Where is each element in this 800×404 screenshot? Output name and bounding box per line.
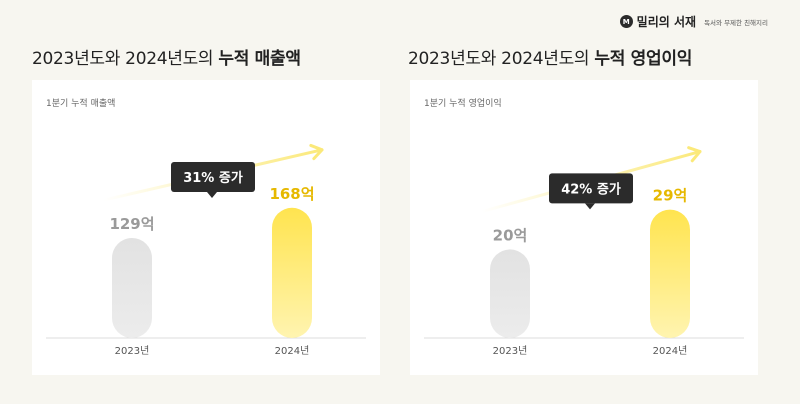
left-chart-card-label: 1분기 누적 매출액: [46, 99, 116, 109]
brand-name: 밀리의 서재: [636, 15, 697, 29]
right-chart-title-bold: 누적 영업이익: [594, 49, 693, 69]
revenue-bar-2024: [272, 207, 312, 338]
left-chart-svg: 129억 2023년 168억 2024년 31% 증가: [46, 143, 366, 357]
revenue-category-label: 2024년: [275, 345, 310, 357]
left-chart-title-bold: 누적 매출액: [218, 49, 301, 69]
profit-category-label: 2023년: [493, 345, 528, 357]
revenue-value-label: 168억: [269, 185, 314, 203]
profit-growth-arrowhead: [687, 146, 702, 163]
revenue-growth-tooltip: 31% 증가: [171, 162, 255, 199]
left-chart-title: 2023년도와 2024년도의 누적 매출액: [32, 44, 301, 69]
brand-tagline: 독서와 무제한 친해지리: [704, 18, 768, 27]
profit-bar-2023: [490, 249, 530, 338]
right-chart-svg: 20억 2023년 29억 2024년 42% 증가: [424, 146, 744, 357]
revenue-category-label: 2023년: [115, 345, 150, 357]
right-chart-card: 1분기 누적 영업이익 20억 2023년 29억 2024년 42% 증가: [410, 80, 758, 375]
profit-growth-tooltip: 42% 증가: [549, 173, 633, 210]
revenue-bar-2023: [112, 238, 152, 338]
profit-value-label: 20억: [493, 226, 528, 244]
profit-growth-annotation: 42% 증가: [561, 182, 621, 197]
profit-category-label: 2024년: [653, 345, 688, 357]
brand-mark-icon: M: [619, 15, 633, 28]
profit-bar-2024: [650, 209, 690, 338]
revenue-value-label: 129억: [109, 215, 154, 233]
revenue-growth-annotation: 31% 증가: [183, 171, 243, 186]
brand-logo[interactable]: M 밀리의 서재 독서와 무제한 친해지리: [619, 13, 768, 30]
right-chart-card-label: 1분기 누적 영업이익: [424, 99, 502, 109]
revenue-growth-arrowhead: [309, 143, 324, 161]
right-chart-title-regular: 2023년도와 2024년도의: [408, 49, 595, 69]
left-chart-card: 1분기 누적 매출액 129억 2023년 168억 2024년 31% 증가: [32, 80, 380, 375]
profit-value-label: 29억: [653, 187, 688, 205]
left-chart-title-regular: 2023년도와 2024년도의: [32, 49, 219, 69]
right-chart-title: 2023년도와 2024년도의 누적 영업이익: [408, 44, 692, 69]
